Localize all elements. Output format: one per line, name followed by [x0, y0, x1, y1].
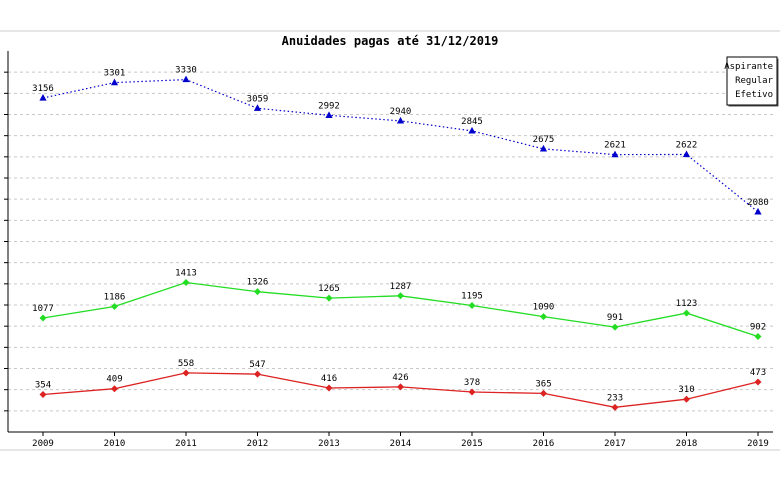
- data-label: 1123: [676, 299, 698, 309]
- x-tick-label: 2014: [390, 439, 412, 449]
- data-label: 3059: [247, 94, 269, 104]
- data-label: 378: [464, 378, 480, 388]
- data-point: [611, 403, 619, 411]
- legend-entry-regular: Regular: [735, 76, 774, 86]
- data-point: [254, 370, 261, 378]
- series-line-aspirante: [42, 78, 759, 213]
- series-group: 3156 3301 3330 3059 2992 2940 2845 2675 2621 2622…: [32, 66, 769, 411]
- data-label: 354: [35, 381, 51, 391]
- data-label: 547: [249, 360, 265, 370]
- legend-entry-aspirante: Aspirante: [724, 62, 773, 72]
- x-tick-label: 2018: [676, 439, 698, 449]
- data-point: [540, 313, 547, 321]
- data-label: 1326: [247, 278, 269, 288]
- data-point: [540, 389, 547, 397]
- data-label: 3330: [175, 66, 197, 76]
- data-point: [254, 288, 261, 296]
- data-label: 2845: [461, 117, 483, 127]
- data-point: [111, 385, 118, 393]
- chart-title: Anuidades pagas até 31/12/2019: [282, 34, 499, 48]
- legend-box: [726, 56, 778, 106]
- data-point: [325, 111, 333, 118]
- data-label: 426: [392, 373, 408, 383]
- data-point: [182, 278, 190, 286]
- data-label: 2622: [676, 141, 698, 151]
- x-tick-label: 2010: [104, 439, 126, 449]
- x-tick-label: 2015: [461, 439, 483, 449]
- data-point: [682, 150, 691, 158]
- data-point: [397, 383, 404, 391]
- data-label: 416: [321, 374, 337, 384]
- data-point: [539, 144, 548, 152]
- data-label: 1195: [461, 292, 483, 302]
- data-point: [110, 78, 119, 86]
- data-label: 991: [607, 313, 623, 323]
- axes: 2009 2010 2011 2012 2013 2014 2015 2016 2017 2018…: [4, 51, 773, 449]
- data-point: [754, 333, 762, 341]
- data-label: 365: [535, 379, 551, 389]
- data-label: 1287: [390, 282, 412, 292]
- data-label: 2940: [390, 107, 412, 117]
- data-point: [397, 292, 404, 300]
- data-point: [683, 395, 690, 403]
- data-label: 1077: [32, 304, 54, 314]
- data-point: [468, 126, 476, 134]
- data-point: [754, 378, 762, 386]
- data-label: 2992: [318, 101, 340, 111]
- data-label: 558: [178, 359, 194, 369]
- data-label: 2675: [533, 135, 555, 145]
- data-point: [39, 93, 47, 101]
- data-point: [468, 302, 476, 310]
- data-point: [325, 294, 333, 302]
- data-point: [325, 384, 333, 392]
- data-label: 3301: [104, 69, 126, 79]
- data-label: 3156: [32, 84, 54, 94]
- data-point: [683, 309, 690, 317]
- x-tick-label: 2012: [247, 439, 269, 449]
- x-tick-label: 2011: [175, 439, 197, 449]
- data-point: [182, 369, 190, 377]
- data-label: 902: [750, 323, 766, 333]
- x-tick-label: 2013: [318, 439, 340, 449]
- x-tick-label: 2017: [604, 439, 626, 449]
- data-point: [39, 314, 47, 322]
- legend: Aspirante Regular Efetivo: [724, 56, 779, 107]
- data-point: [468, 388, 476, 396]
- data-point: [611, 323, 619, 331]
- data-label: 2080: [747, 198, 769, 208]
- data-label: 1090: [533, 303, 555, 313]
- series-efetivo: 354 409 558 547 416 426 378 365 233 310 473: [35, 359, 766, 411]
- grid: [8, 71, 773, 412]
- data-point: [754, 207, 762, 215]
- series-regular: 1077 1186 1413 1326 1265 1287 1195 1090 991 1123 9…: [32, 268, 766, 341]
- series-aspirante: 3156 3301 3330 3059 2992 2940 2845 2675 2621 2622…: [32, 66, 769, 215]
- data-label: 310: [678, 385, 694, 395]
- data-label: 2621: [604, 141, 626, 151]
- data-label: 233: [607, 393, 623, 403]
- data-point: [39, 391, 47, 399]
- data-label: 1186: [104, 292, 126, 302]
- data-label: 409: [106, 375, 122, 385]
- data-point: [396, 116, 405, 124]
- data-label: 1413: [175, 268, 197, 278]
- data-point: [182, 75, 190, 83]
- legend-entry-efetivo: Efetivo: [735, 90, 773, 100]
- data-label: 1265: [318, 284, 340, 294]
- data-point: [253, 104, 262, 111]
- data-point: [611, 150, 619, 158]
- data-point: [111, 302, 118, 310]
- x-tick-label: 2009: [32, 439, 54, 449]
- data-label: 473: [750, 368, 766, 378]
- x-tick-label: 2019: [747, 439, 769, 449]
- x-tick-label: 2016: [533, 439, 555, 449]
